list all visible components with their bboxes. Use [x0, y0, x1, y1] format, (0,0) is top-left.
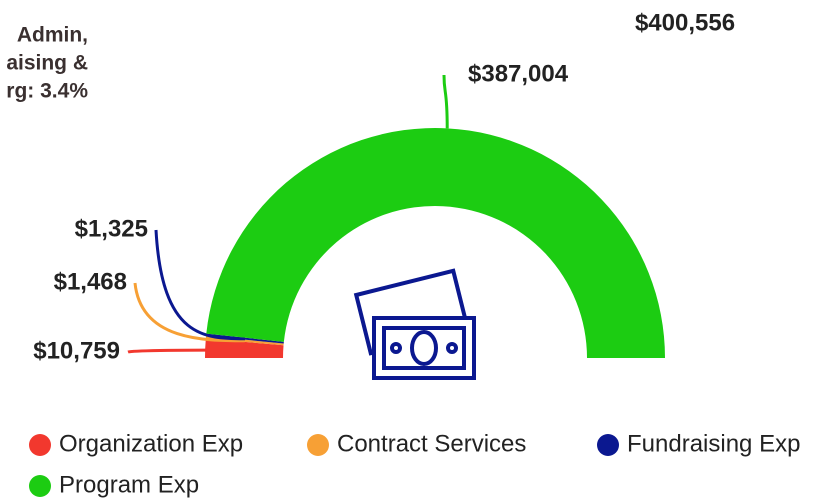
leader-line	[154, 229, 245, 341]
leader-line	[127, 348, 245, 354]
legend-label: Fundraising Exp	[627, 430, 800, 457]
legend-label: Program Exp	[59, 471, 199, 498]
value-label: $10,759	[33, 337, 120, 364]
total-label: $400,556	[635, 9, 735, 36]
note-text: Admin,	[17, 24, 88, 47]
arc-segment	[205, 338, 284, 358]
legend-swatch	[29, 475, 51, 497]
legend-label: Contract Services	[337, 430, 526, 457]
note-text: aising &	[6, 52, 88, 75]
legend-swatch	[29, 434, 51, 456]
leader-line	[133, 282, 245, 343]
legend-swatch	[307, 434, 329, 456]
legend-swatch	[597, 434, 619, 456]
arc-segment	[206, 127, 666, 359]
value-label: $1,468	[54, 268, 127, 295]
value-label: $1,325	[75, 215, 148, 242]
money-icon	[353, 268, 476, 380]
legend-label: Organization Exp	[59, 430, 243, 457]
note-text: rg: 3.4%	[6, 80, 88, 103]
value-label: $387,004	[468, 60, 569, 87]
leader-line	[442, 74, 449, 129]
